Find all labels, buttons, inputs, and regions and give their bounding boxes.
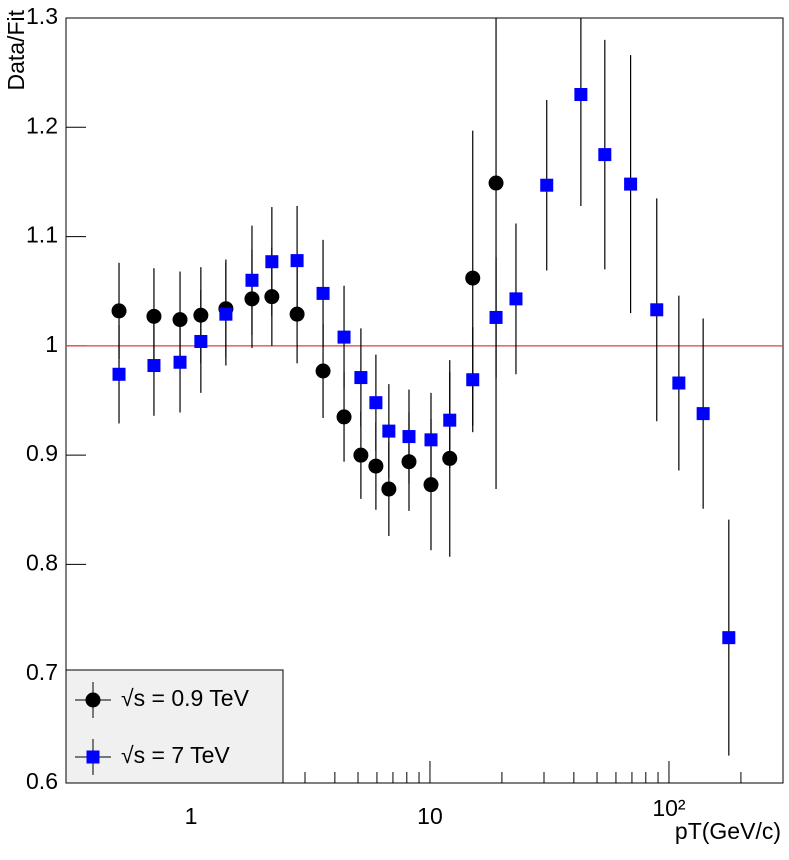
data-point — [316, 286, 330, 300]
data-point — [369, 396, 383, 410]
data-point — [466, 373, 480, 387]
data-point — [381, 481, 397, 497]
data-point — [488, 175, 504, 191]
data-point — [111, 303, 127, 319]
data-point — [173, 355, 187, 369]
data-point — [574, 88, 588, 101]
x-axis-label: pT(GeV/c) — [675, 818, 781, 844]
data-point — [540, 178, 554, 192]
data-point — [424, 433, 438, 447]
data-point — [245, 273, 259, 287]
data-point — [598, 148, 612, 162]
data-point — [337, 330, 351, 344]
data-point — [336, 409, 352, 425]
legend-label: √s = 0.9 TeV — [121, 685, 250, 711]
legend-marker — [85, 692, 101, 708]
data-point — [402, 430, 416, 444]
y-tick-label: 1.2 — [26, 112, 58, 138]
data-point — [290, 254, 304, 268]
data-point — [382, 424, 396, 438]
y-tick-label: 0.9 — [26, 440, 58, 466]
data-point — [465, 270, 481, 286]
data-point — [509, 292, 523, 306]
plot-frame — [65, 17, 784, 784]
y-tick-label: 1.1 — [26, 222, 58, 248]
y-tick-label: 1.3 — [26, 3, 58, 29]
legend-label: √s = 7 TeV — [121, 742, 230, 768]
data-point — [368, 458, 384, 474]
y-tick-label: 0.7 — [26, 659, 58, 685]
data-point — [219, 307, 233, 321]
x-tick-label: 10² — [652, 795, 686, 821]
y-axis-label: Data/Fit — [3, 9, 29, 90]
data-point — [443, 413, 457, 427]
data-point — [112, 367, 126, 381]
data-point — [489, 310, 503, 324]
data-point — [194, 334, 208, 348]
x-tick-label: 10 — [417, 803, 443, 829]
data-point — [650, 303, 664, 317]
data-point — [354, 371, 368, 385]
data-point — [353, 447, 369, 463]
data-point — [696, 407, 710, 421]
data-point — [265, 255, 279, 269]
legend-box — [65, 669, 284, 784]
data-point — [624, 177, 638, 191]
y-tick-label: 1 — [45, 331, 58, 357]
data-point — [315, 363, 331, 379]
data-point — [672, 376, 686, 390]
legend-marker — [86, 750, 100, 764]
y-tick-label: 0.8 — [26, 550, 58, 576]
data-point — [722, 631, 736, 645]
y-tick-label: 0.6 — [26, 768, 58, 794]
x-tick-label: 1 — [185, 803, 198, 829]
data-point — [147, 359, 161, 373]
